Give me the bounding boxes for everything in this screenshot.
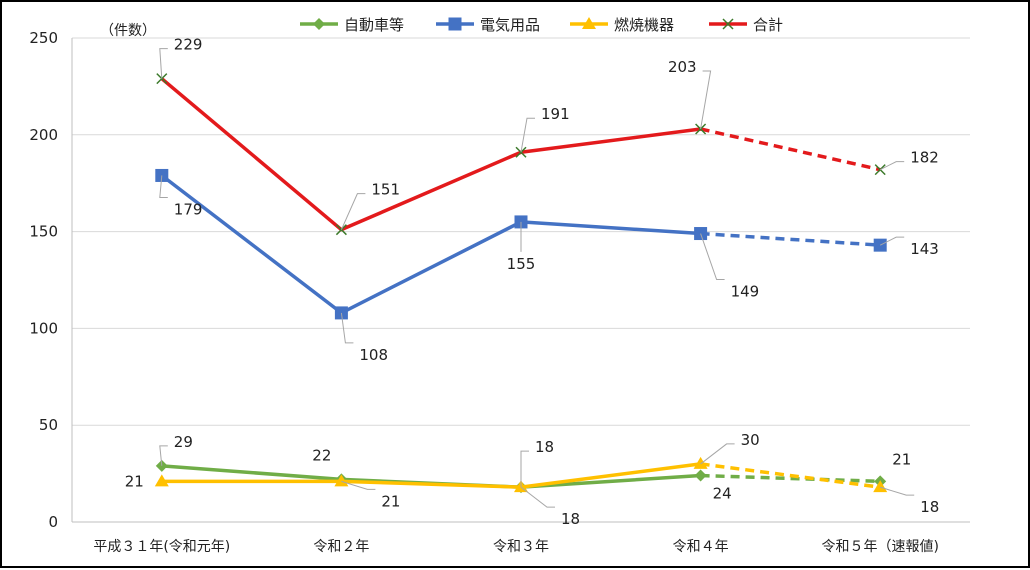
legend-label: 電気用品 [480, 16, 540, 34]
data-label: 22 [312, 446, 331, 464]
leader-line [700, 443, 735, 465]
data-label: 18 [561, 510, 580, 528]
y-tick-label: 50 [39, 416, 58, 434]
data-label: 24 [713, 485, 732, 503]
x-tick-label: 平成３１年(令和元年) [93, 539, 230, 555]
legend-marker [722, 18, 734, 30]
legend-item: 燃焼機器 [570, 16, 674, 34]
data-label: 155 [507, 255, 536, 273]
data-label: 21 [125, 472, 144, 490]
leader-line [700, 233, 725, 281]
series-lines [154, 73, 888, 494]
data-point [694, 469, 707, 482]
x-tick-label: 令和３年 [493, 539, 549, 555]
leader-line [520, 117, 535, 153]
data-label: 203 [668, 58, 697, 76]
leader-line [159, 48, 168, 79]
series-4 [156, 73, 886, 236]
leader-line [700, 70, 712, 130]
leader-line [340, 312, 354, 344]
leader-line [159, 175, 168, 198]
series-line-dashed [700, 462, 881, 489]
y-unit-label: （件数） [100, 23, 156, 39]
leader-line [520, 486, 555, 508]
data-point [695, 123, 707, 135]
leader-line [879, 236, 905, 246]
data-label: 30 [741, 431, 760, 449]
data-label: 108 [359, 346, 388, 364]
x-tick-label: 令和４年 [673, 539, 729, 555]
legend-label: 燃焼機器 [614, 16, 674, 34]
leader-line [340, 193, 366, 230]
data-label: 179 [174, 200, 203, 218]
series-line-dashed [700, 127, 881, 172]
series-line [161, 462, 701, 489]
y-tick-label: 200 [29, 126, 58, 144]
series-line-dashed [700, 231, 881, 247]
legend-marker [448, 17, 462, 31]
leader-line [880, 486, 915, 496]
data-point [873, 480, 888, 493]
legend-label: 自動車等 [344, 16, 404, 34]
data-label: 182 [910, 149, 939, 167]
data-label: 18 [920, 498, 939, 516]
data-point [154, 474, 169, 487]
legend-item: 合計 [709, 16, 783, 34]
series-line [160, 77, 701, 232]
data-label: 29 [174, 433, 193, 451]
data-label: 143 [910, 240, 939, 258]
data-label: 191 [541, 105, 570, 123]
data-label: 18 [535, 438, 554, 456]
data-label: 21 [381, 492, 400, 510]
x-tick-label: 令和２年 [313, 539, 369, 555]
legend-item: 電気用品 [436, 16, 540, 34]
legend-marker [582, 17, 596, 29]
series-line [160, 174, 701, 315]
data-label: 229 [174, 36, 203, 54]
leader-line [879, 161, 905, 171]
data-point [334, 474, 349, 487]
legend: 自動車等 電気用品 燃焼機器 合計 [300, 16, 783, 34]
legend-item: 自動車等 [300, 16, 404, 34]
y-tick-label: 150 [29, 223, 58, 241]
leader-line [520, 450, 529, 488]
legend-label: 合計 [753, 16, 783, 34]
data-point [693, 456, 708, 469]
gridlines [72, 37, 970, 523]
y-tick-label: 0 [48, 513, 58, 531]
data-label: 151 [371, 181, 400, 199]
data-label: 21 [892, 450, 911, 468]
x-tick-label: 令和５年（速報値) [821, 539, 938, 555]
y-tick-label: 250 [29, 29, 58, 47]
leader-line [341, 480, 376, 490]
data-label: 149 [731, 283, 760, 301]
leader-line [159, 445, 168, 466]
y-tick-label: 100 [29, 319, 58, 337]
data-labels: 29 22 18 24 21 179 108 155 149 143 21 21 18 30 18 229 15… [125, 36, 940, 528]
y-axis: 0 50 100 150 200 250 [29, 29, 73, 531]
legend-marker [313, 18, 325, 30]
x-axis: 平成３１年(令和元年) 令和２年 令和３年 令和４年 令和５年（速報値) [72, 521, 970, 555]
